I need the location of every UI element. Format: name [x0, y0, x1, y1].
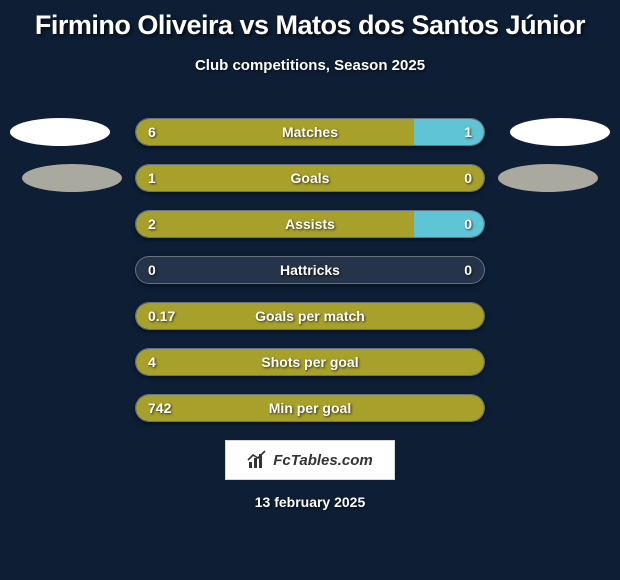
stat-row: 2Assists0 — [135, 210, 485, 238]
stat-value-right: 0 — [464, 165, 472, 191]
player-left-oval-2 — [22, 164, 122, 192]
stat-label: Shots per goal — [136, 349, 484, 375]
player-right-oval-2 — [498, 164, 598, 192]
stat-label: Min per goal — [136, 395, 484, 421]
stat-rows-container: 6Matches11Goals02Assists00Hattricks00.17… — [135, 118, 485, 422]
stat-row: 6Matches1 — [135, 118, 485, 146]
stat-row: 742Min per goal — [135, 394, 485, 422]
player-right-oval-1 — [510, 118, 610, 146]
footer-attribution: FcTables.com — [225, 440, 395, 480]
player-left-oval-1 — [10, 118, 110, 146]
stat-label: Goals — [136, 165, 484, 191]
stat-value-right: 0 — [464, 257, 472, 283]
stat-row: 4Shots per goal — [135, 348, 485, 376]
stat-row: 0.17Goals per match — [135, 302, 485, 330]
footer-brand: FcTables.com — [273, 452, 372, 469]
generated-date: 13 february 2025 — [0, 494, 620, 510]
stat-row: 1Goals0 — [135, 164, 485, 192]
stat-row: 0Hattricks0 — [135, 256, 485, 284]
page-title: Firmino Oliveira vs Matos dos Santos Jún… — [0, 0, 620, 41]
stat-value-right: 1 — [464, 119, 472, 145]
stat-label: Matches — [136, 119, 484, 145]
subtitle: Club competitions, Season 2025 — [0, 57, 620, 74]
stats-area: 6Matches11Goals02Assists00Hattricks00.17… — [0, 118, 620, 422]
chart-icon — [247, 450, 267, 470]
stat-label: Goals per match — [136, 303, 484, 329]
stat-label: Hattricks — [136, 257, 484, 283]
stat-value-right: 0 — [464, 211, 472, 237]
stat-label: Assists — [136, 211, 484, 237]
